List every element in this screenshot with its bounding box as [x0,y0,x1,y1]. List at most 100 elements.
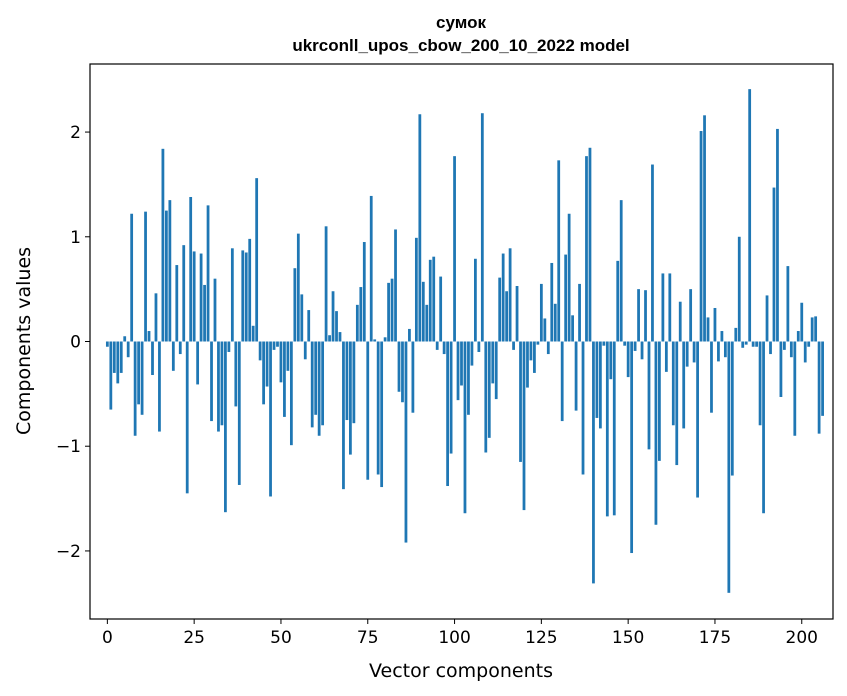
bar [158,341,161,432]
bar [658,341,661,461]
bar [644,290,647,342]
bar [692,341,696,363]
y-tick-label: 0 [70,333,81,353]
bar [664,341,668,372]
bar [748,89,752,342]
bar [123,336,127,342]
x-tick-label: 75 [357,628,379,648]
x-tick-label: 125 [525,628,557,648]
bar [682,341,686,429]
bar [783,341,786,350]
chart-title-line-2: ukrconll_upos_cbow_200_10_2022 model [292,36,629,55]
bar [585,156,588,342]
bar [671,341,675,426]
bar [730,341,734,476]
bar [769,341,772,355]
bar [147,331,151,342]
bar [536,341,540,345]
bar [571,315,574,342]
bar [251,325,255,342]
bar [557,160,561,342]
bar [623,341,627,346]
bar [182,245,186,342]
y-axis-label: Components values [13,247,35,435]
bar [397,341,401,392]
bar [612,341,616,516]
bar [574,341,578,411]
bar [394,229,397,342]
bar [789,341,793,358]
bar [192,251,196,342]
bar [526,341,529,388]
bar [505,291,509,342]
bar [598,341,602,429]
bar [151,341,154,376]
bar [362,242,366,342]
bar [241,250,245,342]
bar [550,262,554,342]
bar [224,341,227,513]
bar [428,259,432,342]
bar [269,341,272,497]
bar [689,289,693,342]
bar [411,341,415,413]
bar [501,253,505,342]
bar [480,113,484,342]
chart-title-line-1: сумок [436,13,486,32]
bar [307,310,311,342]
bar [678,301,682,342]
bar [213,278,217,342]
bar [467,341,470,415]
bar [380,341,384,488]
bar [137,341,140,405]
bar [217,341,220,432]
bar [376,341,380,475]
bar [494,341,498,400]
bar [807,341,811,347]
bar [185,341,189,494]
bar [508,248,512,342]
bar [637,289,640,342]
x-tick-label: 100 [438,628,470,648]
bar [373,339,377,342]
y-tick-label: 1 [70,228,81,248]
bar [515,286,519,342]
bar [651,164,654,342]
bar [446,341,449,487]
bar [786,266,790,342]
bar [366,341,370,480]
bar [460,341,463,386]
bar [227,341,231,352]
bar [283,341,286,417]
bar [387,282,390,342]
bar [668,273,672,342]
bar [189,196,193,342]
bar [369,195,373,342]
bar [335,311,338,342]
bar [244,252,248,342]
bar [272,341,276,350]
bar [762,341,765,514]
bar [154,293,158,342]
bars-group [105,89,824,593]
bar [342,341,345,490]
bar [331,291,335,342]
bar [324,226,328,342]
bar [262,341,265,405]
bar [199,253,203,342]
bar [543,318,547,342]
bar [800,302,804,342]
bar [630,341,634,554]
bar [237,341,241,485]
bar [706,317,710,342]
bar [755,341,759,347]
bar [418,114,422,342]
x-tick-label: 175 [699,628,731,648]
y-tick-label: 2 [70,123,81,143]
bar [605,341,609,517]
bar [796,331,800,342]
bar [703,115,706,342]
bar [300,294,304,342]
bar [529,341,533,361]
